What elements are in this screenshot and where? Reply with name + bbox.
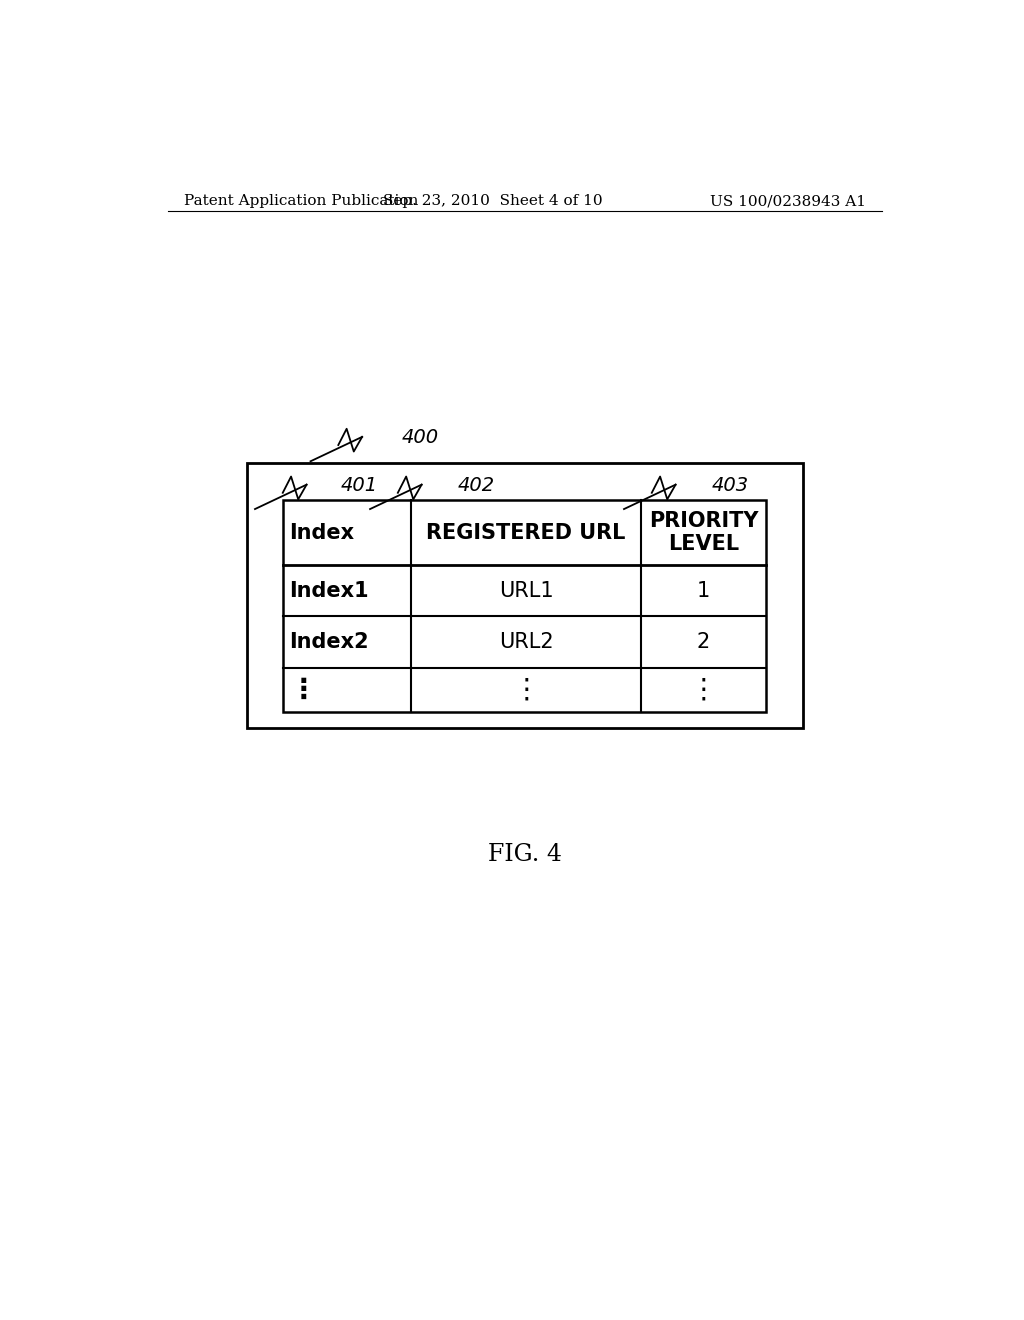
Text: ⋮: ⋮ (290, 676, 317, 704)
Text: URL1: URL1 (499, 581, 553, 601)
Text: FIG. 4: FIG. 4 (487, 843, 562, 866)
Text: 1: 1 (697, 581, 711, 601)
Text: ⋮: ⋮ (512, 676, 540, 704)
Text: URL2: URL2 (499, 632, 553, 652)
Text: 403: 403 (712, 477, 749, 495)
Text: 400: 400 (401, 429, 439, 447)
Text: Index2: Index2 (290, 632, 369, 652)
Text: 402: 402 (458, 477, 495, 495)
Bar (247, 463, 803, 727)
Text: Patent Application Publication: Patent Application Publication (183, 194, 418, 209)
Text: US 100/0238943 A1: US 100/0238943 A1 (710, 194, 866, 209)
Text: REGISTERED URL: REGISTERED URL (426, 523, 626, 543)
Text: ⋮: ⋮ (690, 676, 718, 704)
Text: Index: Index (290, 523, 354, 543)
Text: Sep. 23, 2010  Sheet 4 of 10: Sep. 23, 2010 Sheet 4 of 10 (383, 194, 603, 209)
Text: PRIORITY
LEVEL: PRIORITY LEVEL (649, 511, 759, 554)
Text: 2: 2 (697, 632, 711, 652)
Bar (284, 500, 766, 711)
Text: Index1: Index1 (290, 581, 369, 601)
Text: 401: 401 (341, 477, 378, 495)
